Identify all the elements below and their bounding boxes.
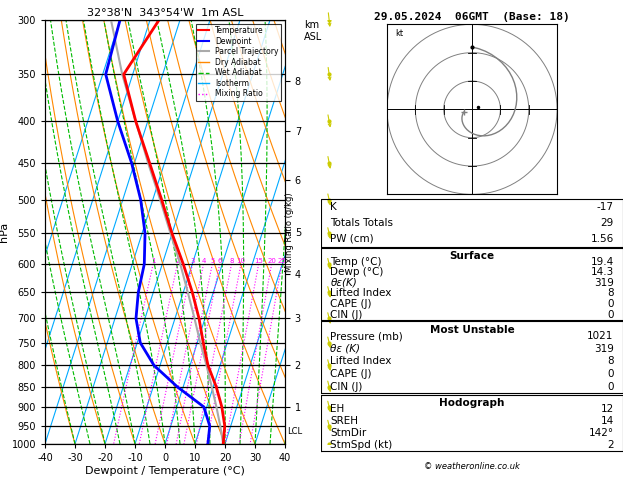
Text: 5: 5 [210, 258, 214, 264]
Text: 12: 12 [601, 404, 614, 414]
Text: © weatheronline.co.uk: © weatheronline.co.uk [424, 462, 520, 470]
Text: 29: 29 [601, 218, 614, 227]
Text: Totals Totals: Totals Totals [330, 218, 393, 227]
Text: 1.56: 1.56 [591, 234, 614, 243]
Text: kt: kt [396, 29, 404, 37]
Text: StmSpd (kt): StmSpd (kt) [330, 440, 392, 450]
Text: Lifted Index: Lifted Index [330, 356, 392, 366]
Text: 6: 6 [218, 258, 222, 264]
Legend: Temperature, Dewpoint, Parcel Trajectory, Dry Adiabat, Wet Adiabat, Isotherm, Mi: Temperature, Dewpoint, Parcel Trajectory… [196, 24, 281, 101]
Text: Most Unstable: Most Unstable [430, 325, 515, 335]
Text: 15: 15 [254, 258, 263, 264]
Text: 319: 319 [594, 278, 614, 288]
Text: 2: 2 [607, 440, 614, 450]
Text: CIN (J): CIN (J) [330, 382, 363, 392]
Title: 32°38'N  343°54'W  1m ASL: 32°38'N 343°54'W 1m ASL [87, 8, 243, 18]
Text: K: K [330, 202, 337, 211]
Text: 8: 8 [607, 356, 614, 366]
Text: CAPE (J): CAPE (J) [330, 299, 372, 309]
Text: 142°: 142° [589, 428, 614, 438]
Text: 319: 319 [594, 344, 614, 354]
Text: 0: 0 [607, 310, 614, 320]
Text: SREH: SREH [330, 416, 359, 426]
Text: Temp (°C): Temp (°C) [330, 257, 382, 267]
Text: CIN (J): CIN (J) [330, 310, 363, 320]
Text: θε (K): θε (K) [330, 344, 360, 354]
Text: 19.4: 19.4 [591, 257, 614, 267]
Text: LCL: LCL [287, 427, 303, 436]
X-axis label: Dewpoint / Temperature (°C): Dewpoint / Temperature (°C) [85, 466, 245, 476]
Y-axis label: hPa: hPa [0, 222, 9, 242]
Y-axis label: km
ASL: km ASL [304, 20, 323, 42]
Text: 14: 14 [601, 416, 614, 426]
Text: Hodograph: Hodograph [439, 398, 504, 408]
Text: Lifted Index: Lifted Index [330, 288, 392, 298]
Text: Surface: Surface [450, 251, 494, 261]
Text: EH: EH [330, 404, 345, 414]
Text: 0: 0 [607, 382, 614, 392]
Text: 1021: 1021 [587, 331, 614, 341]
Text: 25: 25 [277, 258, 286, 264]
Text: 8: 8 [607, 288, 614, 298]
Text: 8: 8 [229, 258, 234, 264]
Text: 29.05.2024  06GMT  (Base: 18): 29.05.2024 06GMT (Base: 18) [374, 12, 570, 22]
Text: -17: -17 [597, 202, 614, 211]
Text: 1: 1 [151, 258, 155, 264]
Text: StmDir: StmDir [330, 428, 367, 438]
Text: Mixing Ratio (g/kg): Mixing Ratio (g/kg) [286, 192, 294, 272]
Text: θε(K): θε(K) [330, 278, 357, 288]
Text: 4: 4 [201, 258, 206, 264]
Text: PW (cm): PW (cm) [330, 234, 374, 243]
Text: Dewp (°C): Dewp (°C) [330, 267, 384, 278]
Text: 14.3: 14.3 [591, 267, 614, 278]
Text: 2: 2 [175, 258, 180, 264]
Text: 20: 20 [267, 258, 276, 264]
Text: 3: 3 [190, 258, 195, 264]
Text: 10: 10 [237, 258, 245, 264]
Text: 0: 0 [607, 369, 614, 379]
Text: 0: 0 [607, 299, 614, 309]
Text: Pressure (mb): Pressure (mb) [330, 331, 403, 341]
Text: CAPE (J): CAPE (J) [330, 369, 372, 379]
